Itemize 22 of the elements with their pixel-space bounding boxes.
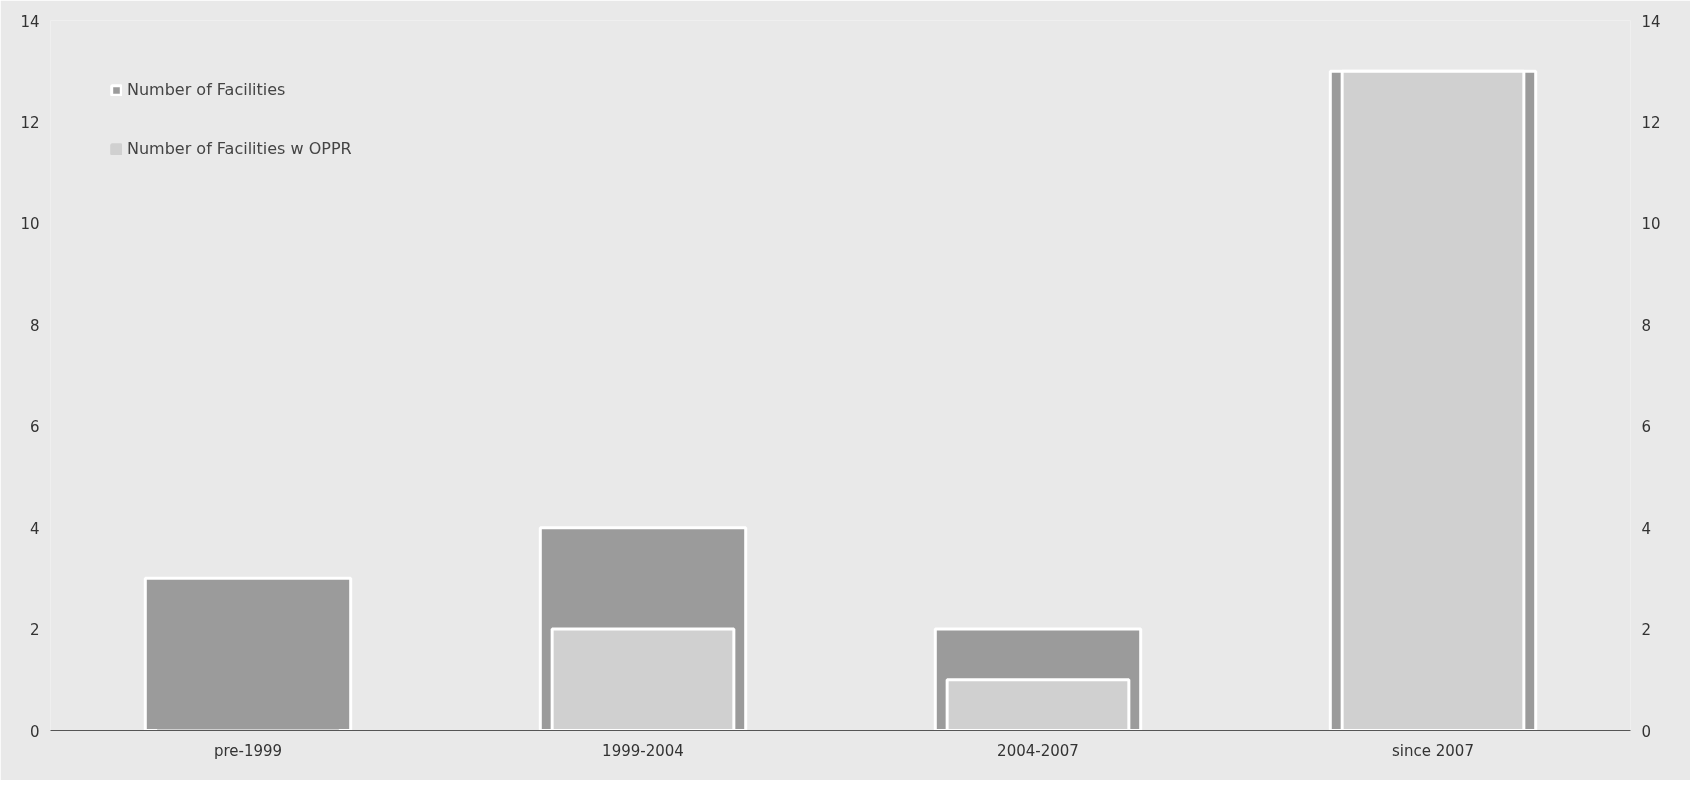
y2-tick-label: 12 <box>1641 113 1661 132</box>
y-tick-label: 6 <box>29 418 40 437</box>
y2-tick-label: 6 <box>1641 418 1652 437</box>
y-tick-label: 14 <box>20 12 40 31</box>
x-tick-label: pre-1999 <box>213 741 283 760</box>
y2-tick-label: 4 <box>1641 519 1652 538</box>
x-tick-label: 1999-2004 <box>602 741 684 760</box>
y-tick-label: 4 <box>29 519 40 538</box>
y-tick-label: 12 <box>20 113 40 132</box>
x-tick-label: 2004-2007 <box>997 741 1079 760</box>
y2-tick-label: 10 <box>1641 215 1661 234</box>
y2-tick-label: 2 <box>1641 621 1652 640</box>
legend-label: Number of Facilities w OPPR <box>127 139 352 158</box>
y2-tick-label: 14 <box>1641 12 1661 31</box>
y-tick-label: 2 <box>29 621 40 640</box>
x-tick-label: since 2007 <box>1392 741 1474 760</box>
y2-tick-label: 8 <box>1641 316 1652 335</box>
y-tick-label: 0 <box>29 722 40 741</box>
legend-label: Number of Facilities <box>127 80 286 99</box>
y2-tick-label: 0 <box>1641 722 1652 741</box>
y-tick-label: 10 <box>20 215 40 234</box>
y-tick-label: 8 <box>29 316 40 335</box>
